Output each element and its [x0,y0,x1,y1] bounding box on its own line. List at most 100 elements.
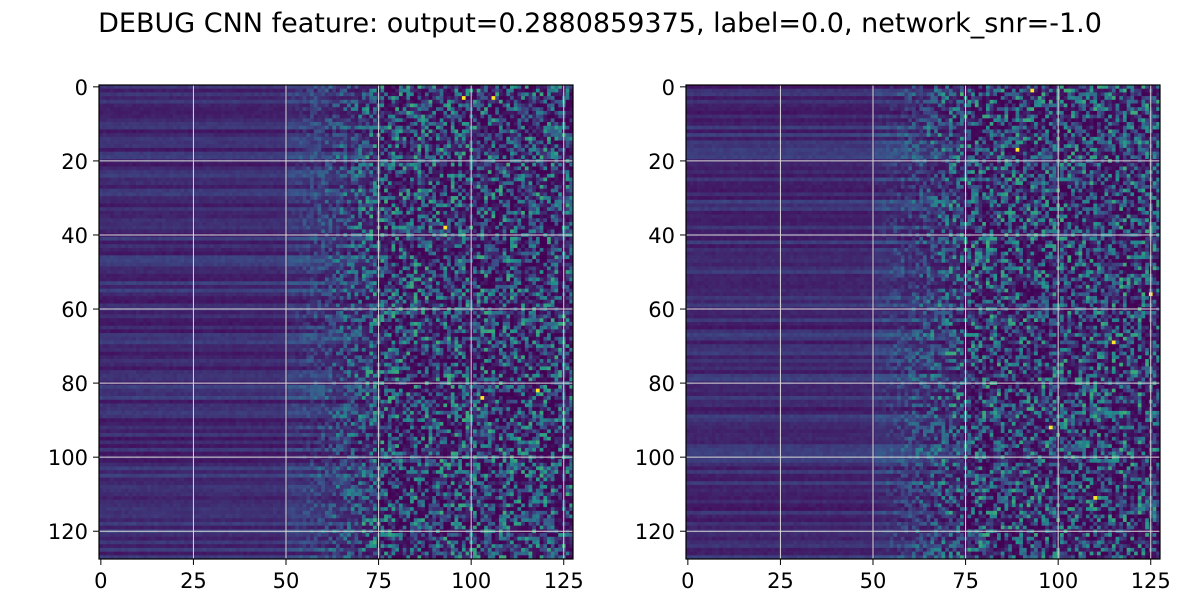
heatmap-cell [503,115,507,119]
heatmap-cell [251,111,255,115]
heatmap-cell [125,92,129,96]
heatmap-cell [484,96,488,100]
heatmap-cell [255,107,259,111]
heatmap-cell [540,104,544,108]
heatmap-cell [147,111,151,115]
heatmap-cell [473,118,477,122]
heatmap-cell [166,85,170,89]
heatmap-cell [155,85,159,89]
heatmap-cell [414,115,418,119]
heatmap-cell [566,104,570,108]
heatmap-cell [266,126,270,130]
heatmap-cell [269,126,273,130]
heatmap-cell [336,126,340,130]
heatmap-cell [432,92,436,96]
heatmap-cell [355,92,359,96]
heatmap-cell [417,104,421,108]
heatmap-cell [184,96,188,100]
heatmap-cell [340,96,344,100]
heatmap-cell [299,100,303,104]
heatmap-cell [210,89,214,93]
heatmap-cell [451,115,455,119]
heatmap-cell [232,115,236,119]
heatmap-cell [347,107,351,111]
heatmap-cell [455,107,459,111]
heatmap-cell [388,118,392,122]
heatmap-cell [329,126,333,130]
heatmap-cell [180,104,184,108]
heatmap-cell [173,118,177,122]
heatmap-cell [566,92,570,96]
heatmap-cell [180,122,184,126]
heatmap-cell [129,100,133,104]
heatmap-cell [143,107,147,111]
heatmap-cell [214,122,218,126]
heatmap-cell [236,92,240,96]
heatmap-cell [332,107,336,111]
heatmap-cell [492,111,496,115]
heatmap-cell [310,111,314,115]
heatmap-cell [195,111,199,115]
heatmap-cell [484,111,488,115]
heatmap-cell [440,118,444,122]
heatmap-cell [177,126,181,130]
heatmap-cell [510,85,514,89]
heatmap-cell [177,92,181,96]
heatmap-cell [462,111,466,115]
heatmap-cell [310,126,314,130]
heatmap-cell [436,89,440,93]
heatmap-cells [99,85,573,559]
heatmap-cell [317,111,321,115]
heatmap-cell [288,107,292,111]
heatmap-cell [218,107,222,111]
heatmap-cell [225,126,229,130]
heatmap-cell [280,92,284,96]
heatmap-cell [373,126,377,130]
heatmap-cell [199,100,203,104]
heatmap-cell [566,96,570,100]
heatmap-cell [388,126,392,130]
heatmap-cell [421,104,425,108]
heatmap-cell [403,111,407,115]
heatmap-cell [525,89,529,93]
heatmap-cell [210,107,214,111]
heatmap-cell [314,104,318,108]
heatmap-cell [143,104,147,108]
heatmap-cell [536,107,540,111]
heatmap-cell [236,96,240,100]
heatmap-cell [447,115,451,119]
heatmap-cell [118,85,122,89]
heatmap-cell [347,118,351,122]
heatmap-cell [273,104,277,108]
heatmap-cell [343,107,347,111]
heatmap-cell [247,89,251,93]
heatmap-cell [388,96,392,100]
heatmap-cell [440,92,444,96]
heatmap-cell [147,96,151,100]
heatmap-cell [440,104,444,108]
heatmap-cell [280,111,284,115]
heatmap-cell [292,104,296,108]
heatmap-cell [347,85,351,89]
heatmap-cell [506,104,510,108]
heatmap-cell [532,107,536,111]
heatmap-cell [266,89,270,93]
heatmap-cell [558,100,562,104]
heatmap-cell [429,118,433,122]
heatmap-cell [147,85,151,89]
heatmap-cell [395,85,399,89]
heatmap-cell [110,107,114,111]
heatmap-cell [118,104,122,108]
heatmap-cell [355,111,359,115]
heatmap-cell [247,118,251,122]
heatmap-cell [155,107,159,111]
heatmap-cell [151,126,155,130]
heatmap-cell [406,96,410,100]
heatmap-cell [536,85,540,89]
heatmap-cell [303,100,307,104]
heatmap-cell [236,111,240,115]
heatmap-cell [414,104,418,108]
heatmap-cell [240,92,244,96]
heatmap-cell [173,115,177,119]
heatmap-cell [247,85,251,89]
